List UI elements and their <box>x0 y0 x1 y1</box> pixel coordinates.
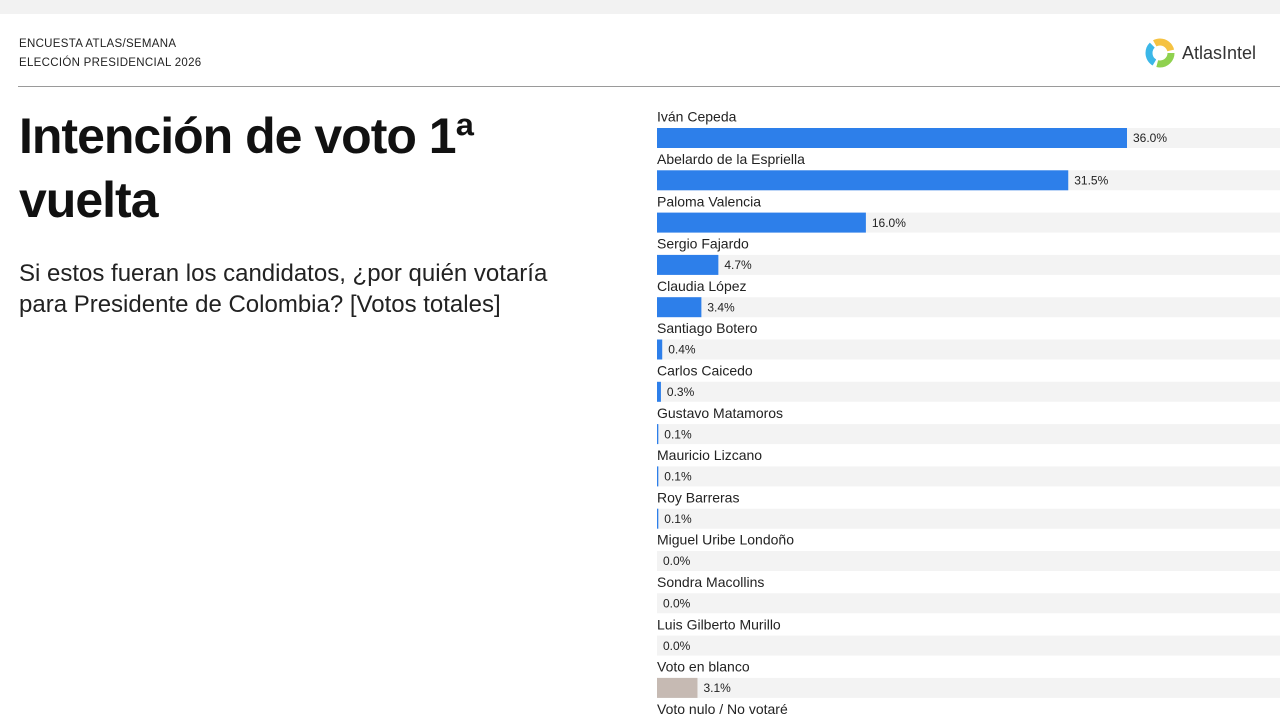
bar <box>657 212 866 233</box>
bar <box>657 381 661 402</box>
category-label: Santiago Botero <box>657 320 758 336</box>
category-label: Voto nulo / No votaré <box>657 701 788 717</box>
track <box>657 508 1280 529</box>
value-label: 0.0% <box>663 596 691 610</box>
bar <box>657 170 1069 191</box>
bar <box>657 128 1127 148</box>
track <box>657 551 1280 571</box>
category-label: Roy Barreras <box>657 489 739 505</box>
track <box>657 635 1280 656</box>
value-label: 0.1% <box>664 470 692 484</box>
divider <box>18 86 1280 87</box>
track <box>657 593 1280 614</box>
category-label: Sondra Macollins <box>657 574 764 590</box>
bar <box>657 466 659 487</box>
category-label: Miguel Uribe Londoño <box>657 532 794 548</box>
track <box>657 677 1280 698</box>
track <box>657 424 1280 445</box>
category-label: Iván Cepeda <box>657 109 737 125</box>
category-label: Claudia López <box>657 278 747 294</box>
category-label: Voto en blanco <box>657 659 750 675</box>
track <box>657 254 1280 275</box>
track <box>657 466 1280 487</box>
bar <box>657 254 719 275</box>
category-label: Mauricio Lizcano <box>657 447 762 463</box>
value-label: 0.1% <box>664 512 692 526</box>
category-label: Gustavo Matamoros <box>657 405 783 421</box>
bar <box>657 339 663 360</box>
track <box>657 381 1280 402</box>
value-label: 0.0% <box>663 639 691 653</box>
track <box>657 297 1280 318</box>
value-label: 36.0% <box>1133 131 1167 145</box>
value-label: 0.1% <box>664 427 692 441</box>
top-band <box>0 0 1280 14</box>
track <box>657 339 1280 360</box>
value-label: 4.7% <box>724 258 752 272</box>
chart-title: Intención de voto 1ª vuelta <box>19 108 474 228</box>
category-label: Luis Gilberto Murillo <box>657 616 781 632</box>
chart-subtitle: Si estos fueran los candidatos, ¿por qui… <box>19 260 548 318</box>
bar <box>657 297 702 318</box>
value-label: 16.0% <box>872 216 906 230</box>
bar <box>657 424 659 445</box>
category-label: Paloma Valencia <box>657 193 761 209</box>
value-label: 0.4% <box>668 343 696 357</box>
logo: AtlasIntel <box>1182 43 1257 63</box>
logo-icon <box>1145 38 1175 68</box>
value-label: 3.1% <box>703 681 731 695</box>
value-label: 0.3% <box>667 385 695 399</box>
value-label: 3.4% <box>707 300 735 314</box>
header-line: ENCUESTA ATLAS/SEMANA <box>19 38 177 50</box>
value-label: 0.0% <box>663 554 691 568</box>
header-line: ELECCIÓN PRESIDENCIAL 2026 <box>19 57 202 69</box>
bar <box>657 677 698 698</box>
bar <box>657 508 659 529</box>
category-label: Abelardo de la Espriella <box>657 151 805 167</box>
category-label: Sergio Fajardo <box>657 236 749 252</box>
value-label: 31.5% <box>1074 173 1108 187</box>
category-label: Carlos Caicedo <box>657 363 753 379</box>
